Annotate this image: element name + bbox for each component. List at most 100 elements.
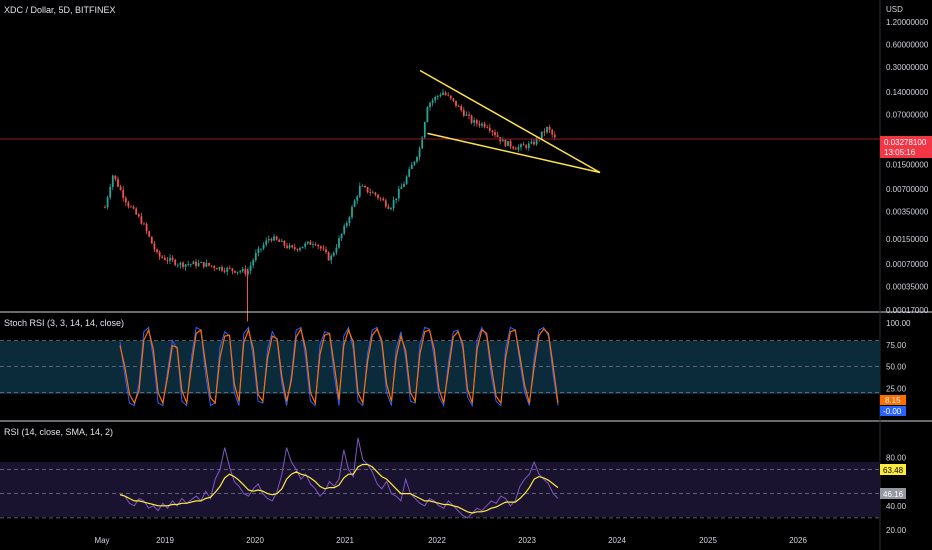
candle-body bbox=[468, 114, 470, 116]
price-tick-label: 0.07000000 bbox=[886, 110, 929, 119]
candle-body bbox=[226, 267, 229, 272]
candle-body bbox=[273, 236, 275, 241]
candle-body bbox=[520, 144, 522, 148]
candle-body bbox=[379, 197, 382, 199]
time-axis[interactable]: May 2019 2020 2021 2022 2023 2024 2025 2026 bbox=[94, 536, 807, 545]
price-tag-countdown: 13:05:16 bbox=[884, 148, 916, 157]
candle-body bbox=[512, 146, 515, 149]
candle-body bbox=[278, 239, 281, 242]
stoch-series-line bbox=[119, 325, 559, 408]
time-tick-label: 2025 bbox=[699, 536, 717, 545]
candle-body bbox=[218, 267, 221, 270]
stoch-title[interactable]: Stoch RSI (3, 3, 14, 14, close) bbox=[4, 318, 124, 328]
candle-body bbox=[447, 94, 450, 96]
rsi-title[interactable]: RSI (14, close, SMA, 14, 2) bbox=[4, 427, 113, 437]
candle-body bbox=[135, 208, 138, 215]
candle-body bbox=[109, 187, 112, 198]
candle-body bbox=[270, 238, 273, 241]
price-tick-label: 0.00017000 bbox=[886, 306, 929, 315]
candle-body bbox=[106, 197, 109, 208]
rsi-tick-label: 40.00 bbox=[886, 502, 907, 511]
rsi-axis[interactable]: 80.00 40.00 20.00 bbox=[886, 453, 907, 535]
candle-body bbox=[213, 266, 216, 269]
candle-body bbox=[423, 122, 426, 138]
candle-body bbox=[338, 238, 340, 248]
candle-body bbox=[397, 189, 400, 199]
candle-body bbox=[377, 194, 379, 198]
candle-body bbox=[195, 261, 197, 267]
candle-body bbox=[197, 263, 200, 267]
candle-body bbox=[494, 132, 496, 136]
rsi-series-line bbox=[119, 437, 559, 519]
candle-body bbox=[182, 262, 184, 267]
candle-body bbox=[210, 265, 213, 267]
candle-body bbox=[444, 92, 447, 95]
candle-body bbox=[483, 123, 486, 128]
candle-body bbox=[455, 100, 457, 107]
trendline bbox=[427, 132, 601, 174]
candle-body bbox=[348, 217, 351, 223]
candle-body bbox=[153, 243, 156, 250]
price-tick-label: 0.00035000 bbox=[886, 283, 929, 292]
candle-body bbox=[478, 123, 481, 126]
candle-body bbox=[148, 231, 151, 237]
candle-body bbox=[439, 95, 442, 96]
candle-body bbox=[189, 264, 192, 265]
candle-body bbox=[205, 262, 208, 267]
candle-body bbox=[249, 265, 252, 271]
candle-body bbox=[215, 268, 218, 270]
candle-body bbox=[452, 98, 455, 101]
candle-body bbox=[122, 189, 125, 198]
candle-body bbox=[283, 240, 286, 246]
candle-body bbox=[486, 127, 489, 128]
candle-body bbox=[293, 247, 296, 250]
candle-body bbox=[314, 244, 317, 246]
candle-body bbox=[244, 268, 247, 274]
price-axis[interactable]: 1.20000000 0.60000000 0.30000000 0.14000000… bbox=[886, 18, 929, 315]
symbol-title[interactable]: XDC / Dollar, 5D, BITFINEX bbox=[4, 5, 116, 15]
rsi-value-tag: 63.48 bbox=[880, 464, 906, 475]
price-tick-label: 0.00700000 bbox=[886, 185, 929, 194]
candle-body bbox=[475, 120, 478, 124]
candle-body bbox=[327, 252, 330, 261]
candle-body bbox=[223, 270, 226, 272]
stoch-d-tag: -0.00 bbox=[880, 406, 906, 416]
stoch-tick-label: 75.00 bbox=[886, 341, 907, 350]
candle-body bbox=[179, 262, 182, 265]
candle-body bbox=[192, 261, 195, 265]
candle-body bbox=[150, 236, 153, 244]
candle-body bbox=[265, 240, 268, 245]
candle-body bbox=[301, 246, 304, 249]
candle-body bbox=[361, 185, 364, 187]
stoch-axis[interactable]: 100.00 75.00 50.00 25.00 bbox=[886, 319, 911, 393]
candle-body bbox=[533, 141, 535, 145]
candle-body bbox=[514, 148, 517, 150]
time-tick-label: 2023 bbox=[518, 536, 536, 545]
candle-body bbox=[156, 249, 158, 253]
candle-body bbox=[231, 268, 234, 271]
candle-body bbox=[364, 185, 366, 188]
candle-body bbox=[546, 127, 548, 133]
candle-body bbox=[309, 241, 312, 245]
candle-body bbox=[491, 130, 494, 133]
rsi-band bbox=[0, 462, 880, 517]
candle-body bbox=[345, 222, 348, 226]
candle-body bbox=[356, 196, 359, 201]
candle-body bbox=[187, 264, 190, 266]
candles bbox=[104, 89, 556, 322]
candle-body bbox=[117, 179, 119, 187]
candle-body bbox=[343, 225, 346, 234]
candle-body bbox=[543, 131, 546, 133]
candle-body bbox=[137, 214, 140, 217]
candle-body bbox=[319, 246, 322, 249]
candle-body bbox=[496, 135, 499, 138]
trendlines[interactable] bbox=[419, 69, 601, 174]
price-tick-label: 0.00070000 bbox=[886, 260, 929, 269]
candle-body bbox=[358, 185, 361, 197]
price-tick-label: 0.30000000 bbox=[886, 63, 929, 72]
rsi-tick-label: 80.00 bbox=[886, 453, 907, 462]
candle-body bbox=[426, 107, 429, 123]
candle-body bbox=[184, 264, 187, 267]
candle-body bbox=[553, 134, 556, 138]
